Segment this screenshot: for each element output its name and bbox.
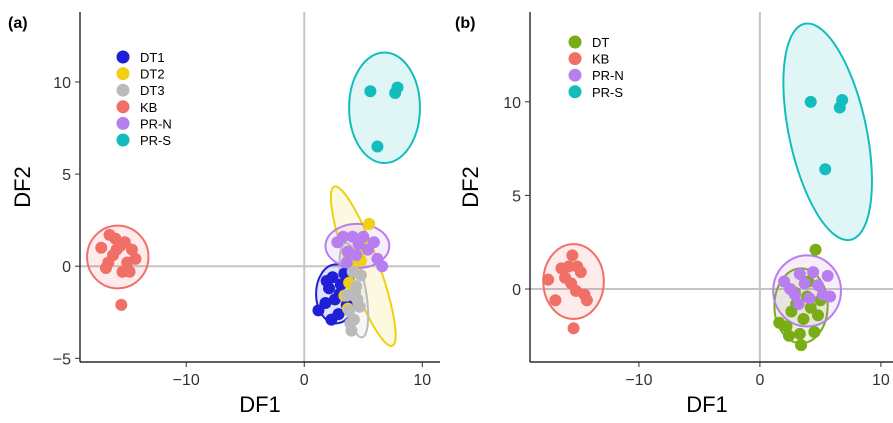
x-tick-label: 0 [755,372,764,389]
data-point-pr-n [340,256,353,269]
data-point-kb [123,265,136,278]
y-tick-label: −5 [53,351,71,368]
data-point-pr-n [811,279,824,292]
legend-label: DT2 [140,67,165,82]
data-point-kb [549,294,562,307]
legend-label: PR-N [140,116,172,131]
x-tick-label: 0 [300,372,309,389]
data-point-pr-s [804,95,817,108]
legend-marker-dt3 [116,83,130,97]
panel-label: (a) [8,15,28,32]
panel-label: (b) [455,15,475,32]
data-point-pr-s [371,140,384,153]
data-point-pr-s [391,81,404,94]
y-tick-label: 5 [512,188,521,205]
data-point-dt [793,327,806,340]
data-point-kb [110,243,123,256]
y-axis-label: DF2 [458,166,483,208]
data-point-pr-n [807,266,820,279]
data-point-kb [574,266,587,279]
data-point-kb [580,294,593,307]
data-point-dt [795,339,808,352]
x-axis-label: DF1 [239,392,281,417]
legend-marker-dt [568,35,582,49]
legend-marker-pr-s [568,85,582,99]
data-point-pr-n [350,249,363,262]
y-tick-label: 0 [62,259,71,276]
data-point-dt [804,301,817,314]
x-tick-label: 10 [413,372,431,389]
data-point-dt1 [320,274,333,287]
data-point-kb [562,260,575,273]
data-point-dt3 [343,304,356,317]
legend-marker-kb [116,100,130,114]
data-point-pr-n [792,297,805,310]
data-point-kb [95,241,108,254]
data-point-kb [125,243,138,256]
data-point-kb [567,322,580,335]
data-point-pr-s [836,93,849,106]
data-point-dt [780,320,793,333]
x-tick-label: 10 [872,372,890,389]
data-point-pr-n [803,292,816,305]
data-point-dt [809,243,822,256]
data-point-dt [808,326,821,339]
data-point-kb [569,284,582,297]
data-point-dt1 [319,297,332,310]
legend-label: PR-S [140,133,171,148]
data-point-pr-n [337,230,350,243]
data-point-kb [115,298,128,311]
data-point-dt3 [353,300,366,313]
legend-marker-dt1 [116,50,130,64]
data-point-kb [566,249,579,262]
data-point-kb [99,262,112,275]
data-point-dt [782,329,795,342]
data-point-kb [542,273,555,286]
data-point-dt3 [349,286,362,298]
x-tick-label: −10 [173,372,200,389]
data-point-dt3 [344,317,357,330]
data-point-dt [811,309,824,322]
x-tick-label: −10 [625,372,652,389]
legend-label: DT3 [140,83,165,98]
y-tick-label: 5 [62,167,71,184]
data-point-pr-n [357,230,370,243]
legend-label: KB [140,100,157,115]
y-tick-label: 10 [503,95,521,112]
x-axis-label: DF1 [686,392,728,417]
data-point-dt [797,312,810,325]
data-point-dt1 [325,313,338,326]
legend-label: DT1 [140,50,165,65]
legend-marker-pr-s [116,133,130,147]
data-point-pr-n [798,277,811,290]
legend-marker-dt2 [116,67,130,81]
data-point-pr-n [788,288,801,301]
data-point-pr-n [821,269,834,282]
legend-label: PR-S [592,85,623,100]
legend-marker-kb [568,52,582,66]
data-point-pr-s [819,163,832,176]
confidence-ellipse-pr-s [348,51,421,165]
data-point-dt2 [363,217,376,230]
data-point-pr-s [364,85,377,98]
data-point-dt3 [346,265,359,278]
y-tick-label: 10 [53,75,71,92]
legend-label: PR-N [592,68,624,83]
data-point-pr-n [824,290,837,303]
data-point-kb [559,271,572,284]
data-point-pr-n [793,268,806,281]
legend-marker-pr-n [568,68,582,82]
data-point-pr-n [367,236,380,249]
y-axis-label: DF2 [10,166,35,208]
data-point-pr-n [376,260,389,273]
legend-marker-pr-n [116,116,130,130]
data-point-kb [121,256,134,269]
legend-label: KB [592,52,609,67]
confidence-ellipse-pr-s [782,22,873,242]
y-tick-label: 0 [512,282,521,299]
legend-label: DT [592,35,609,50]
